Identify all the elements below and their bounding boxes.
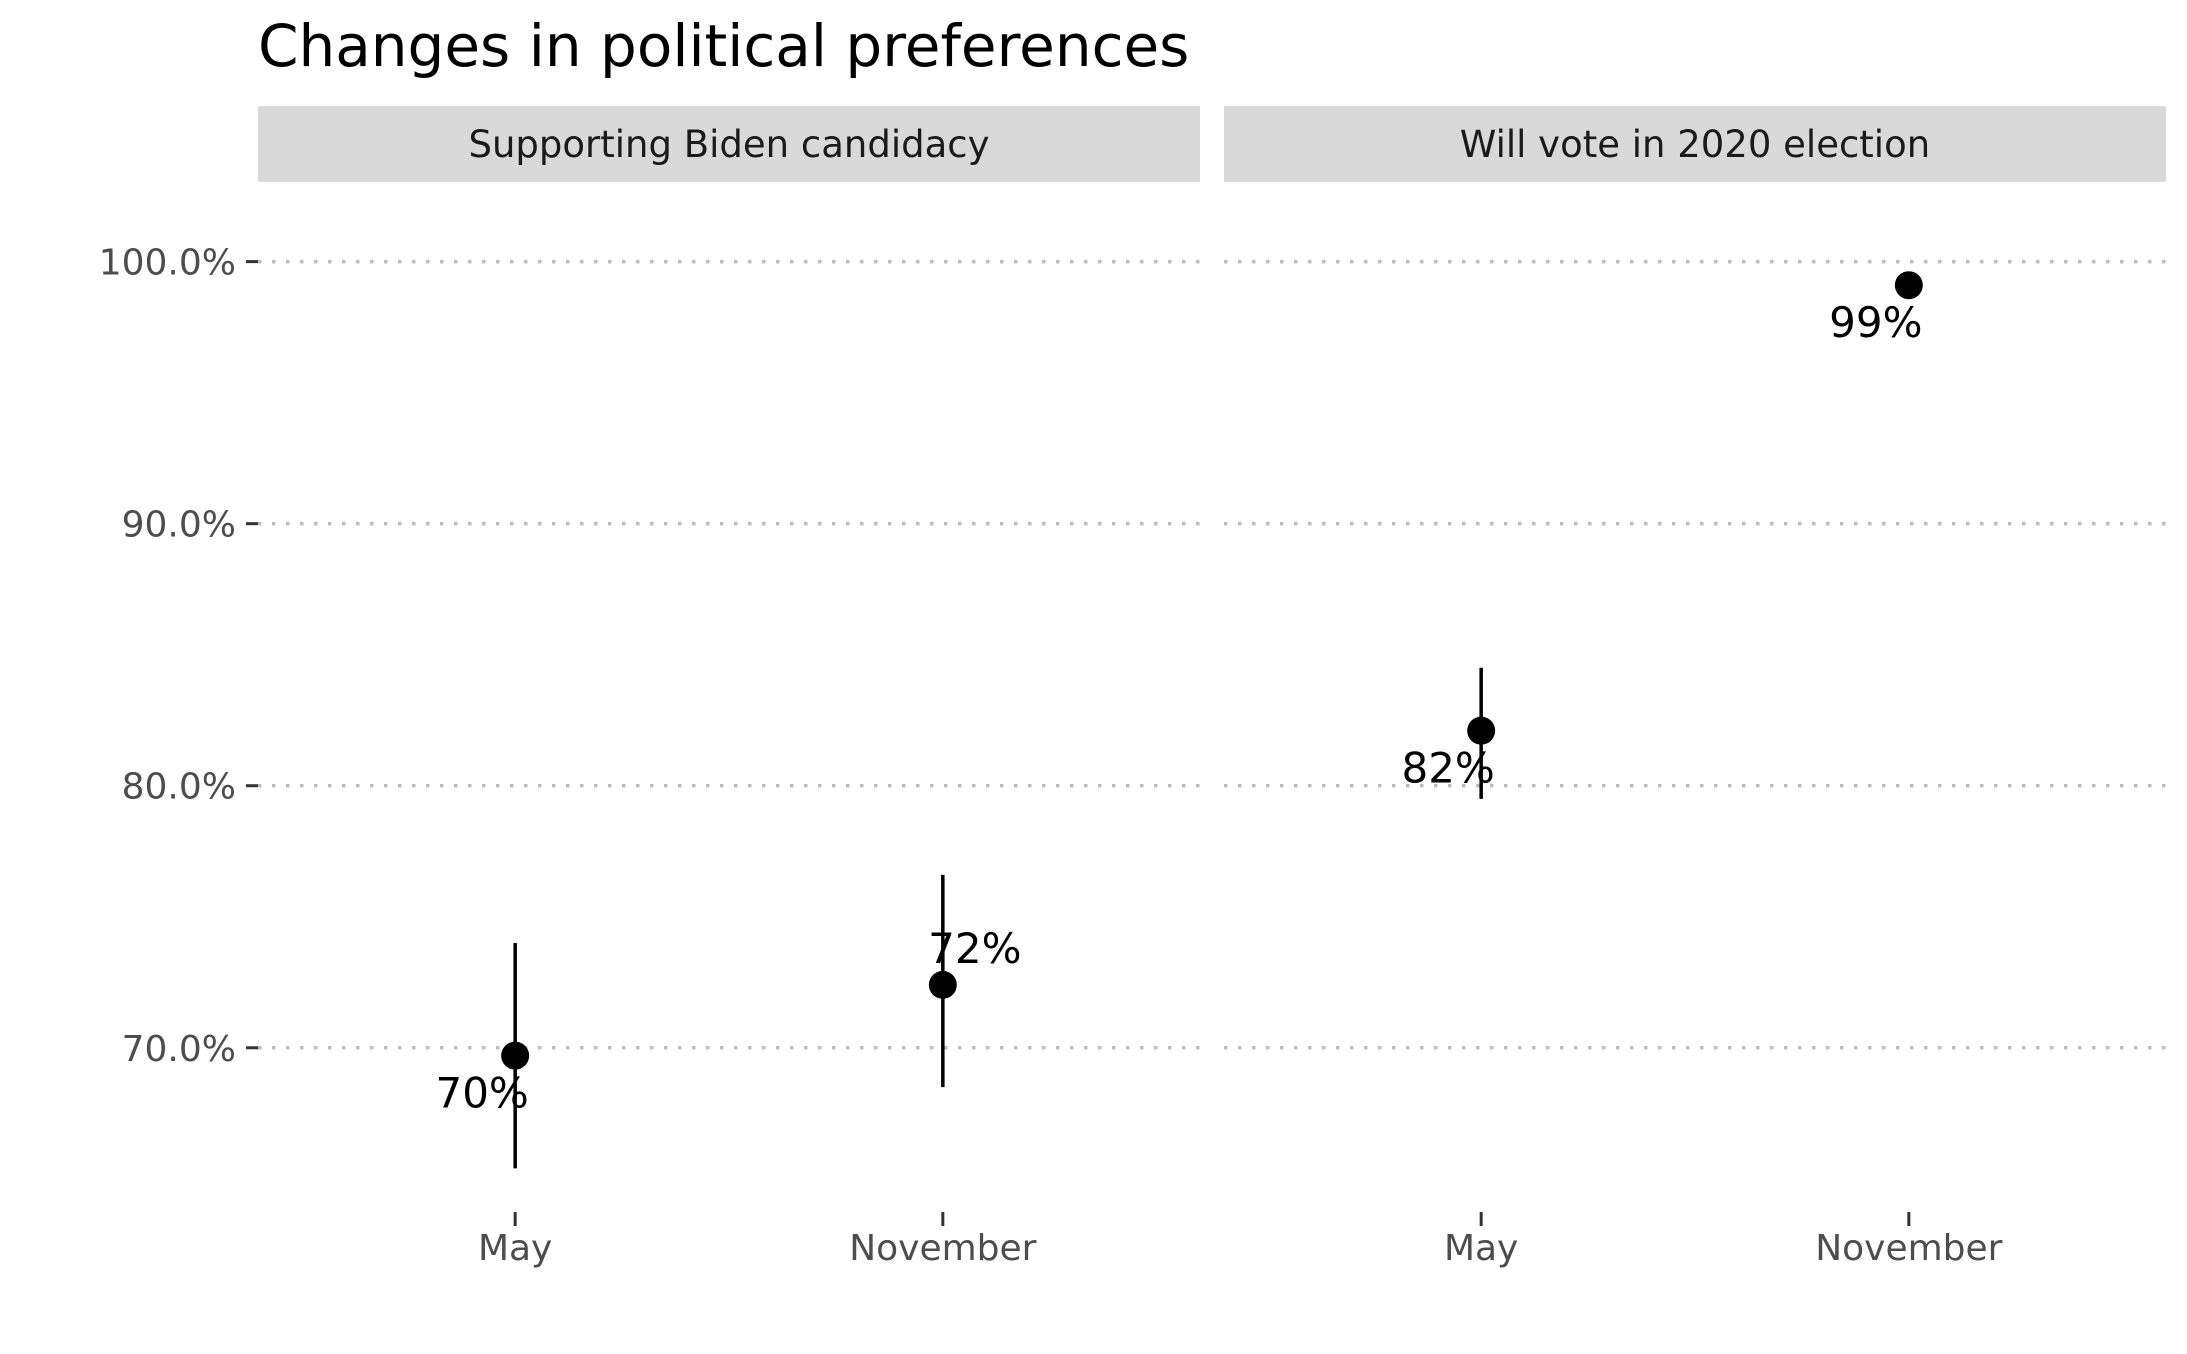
- facet-strip-label: Supporting Biden candidacy: [469, 123, 990, 166]
- data-point: [1467, 716, 1496, 745]
- y-tick-label: 100.0%: [99, 243, 236, 284]
- chart-title: Changes in political preferences: [258, 12, 1189, 80]
- data-point: [1894, 271, 1923, 300]
- data-label: 82%: [1401, 744, 1494, 793]
- x-tick-label: November: [1815, 1228, 2002, 1269]
- data-label: 72%: [928, 924, 1021, 973]
- data-point: [928, 970, 957, 999]
- facet-strip: [1224, 106, 2166, 182]
- facet-strip-label: Will vote in 2020 election: [1460, 123, 1930, 166]
- data-label: 99%: [1829, 298, 1922, 347]
- y-tick-label: 90.0%: [122, 505, 236, 546]
- panels: 70.0% 80.0% 90.0% 100.0% Supporting Biden ca…: [99, 106, 2166, 1269]
- facet-strip: [258, 106, 1200, 182]
- y-tick-label: 80.0%: [122, 767, 236, 808]
- data-label: 70%: [435, 1069, 528, 1118]
- x-tick-label: November: [849, 1228, 1036, 1269]
- x-tick-label: May: [478, 1228, 552, 1269]
- panel-1: Supporting Biden candidacy May November 70%…: [258, 106, 1200, 1269]
- x-tick-label: May: [1444, 1228, 1518, 1269]
- panel-2: Will vote in 2020 election May November 82%…: [1224, 106, 2166, 1269]
- data-point: [501, 1041, 530, 1070]
- y-tick-label: 70.0%: [122, 1029, 236, 1070]
